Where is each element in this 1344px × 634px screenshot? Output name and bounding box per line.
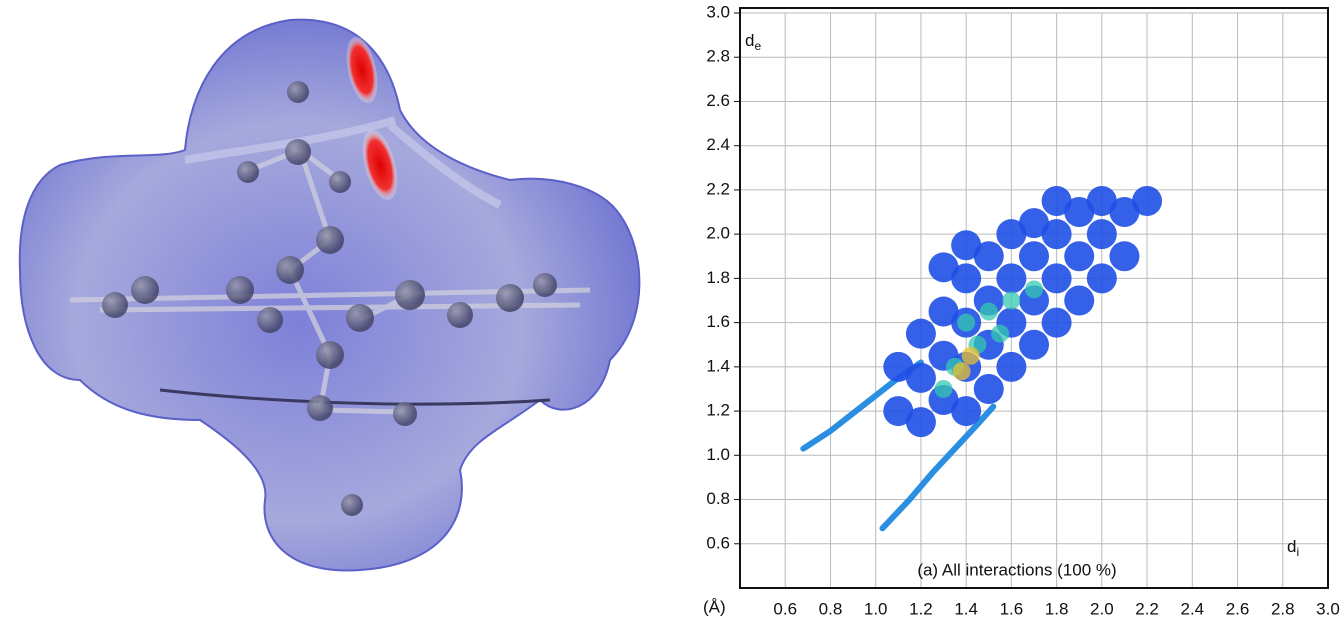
- point: [1019, 329, 1049, 360]
- x-label-main: d: [1287, 537, 1296, 556]
- point: [1041, 307, 1072, 338]
- x-tick-label: 2.8: [1271, 599, 1295, 618]
- point: [996, 219, 1027, 250]
- x-tick-label: 1.6: [1000, 599, 1024, 618]
- point: [1002, 291, 1021, 310]
- point: [951, 396, 982, 427]
- point: [1086, 219, 1117, 250]
- caption: (a) All interactions (100 %): [917, 560, 1116, 579]
- point: [1086, 185, 1117, 216]
- y-tick-label: 1.0: [706, 445, 730, 464]
- x-axis-label: di: [1287, 537, 1299, 559]
- y-tick-label: 1.8: [706, 268, 730, 287]
- point: [905, 407, 936, 438]
- y-tick-label: 1.4: [706, 356, 730, 375]
- x-tick-label: 1.2: [909, 599, 933, 618]
- point: [991, 324, 1010, 343]
- y-tick-label: 2.6: [706, 91, 730, 110]
- fingerprint-plot: 0.6 0.8 1.0 1.2 1.4 1.6 1.8 2.0 2.2 2.4 2.6 2.8 3.0 0…: [706, 2, 1339, 618]
- point: [1109, 241, 1140, 272]
- point: [1132, 185, 1163, 216]
- point: [951, 230, 982, 261]
- point: [883, 351, 914, 382]
- x-label-sub: i: [1296, 545, 1299, 559]
- x-tick-label: 1.4: [954, 599, 978, 618]
- x-tick-label: 0.6: [773, 599, 797, 618]
- point: [951, 263, 982, 294]
- point: [973, 373, 1004, 404]
- point: [961, 346, 980, 365]
- point: [979, 302, 998, 321]
- y-tick-label: 2.0: [706, 224, 730, 243]
- hirshfeld-surface: [18, 18, 641, 572]
- x-tick-label: 2.2: [1135, 599, 1159, 618]
- point: [1019, 208, 1049, 239]
- point: [952, 362, 971, 381]
- x-tick-label: 1.0: [864, 599, 888, 618]
- unit-label: (Å): [703, 597, 726, 616]
- point: [928, 296, 959, 327]
- y-tick-label: 0.8: [706, 489, 730, 508]
- x-tick-label: 2.6: [1226, 599, 1250, 618]
- point: [1041, 263, 1072, 294]
- point: [957, 313, 976, 332]
- point: [934, 379, 953, 398]
- surface-edge: [159, 388, 551, 406]
- point: [1086, 263, 1117, 294]
- point: [1064, 241, 1095, 272]
- y-tick-label: 1.6: [706, 312, 730, 331]
- y-tick-label: 3.0: [706, 2, 730, 21]
- close-contact: [362, 130, 398, 200]
- x-tick-label: 3.0: [1316, 599, 1340, 618]
- y-tick-label: 2.8: [706, 47, 730, 66]
- x-tick-label: 0.8: [819, 599, 843, 618]
- y-tick-label: 1.2: [706, 401, 730, 420]
- point: [905, 318, 936, 349]
- point: [973, 241, 1004, 272]
- point: [905, 362, 936, 393]
- x-tick-label: 1.8: [1045, 599, 1069, 618]
- point: [996, 351, 1027, 382]
- y-label-sub: e: [754, 39, 761, 53]
- spike: [879, 403, 997, 532]
- x-tick-label: 2.0: [1090, 599, 1114, 618]
- x-tick-label: 2.4: [1180, 599, 1204, 618]
- point: [1041, 219, 1072, 250]
- point: [883, 396, 914, 427]
- point: [1041, 185, 1072, 216]
- point: [928, 252, 959, 283]
- y-label-main: d: [745, 31, 754, 50]
- point: [1064, 197, 1095, 228]
- surface-fold: [184, 116, 502, 209]
- plot-frame: [739, 7, 1329, 589]
- point: [1109, 197, 1140, 228]
- y-tick-label: 0.6: [706, 533, 730, 552]
- atoms: [102, 81, 557, 516]
- point: [1025, 280, 1043, 299]
- close-contact: [346, 36, 378, 104]
- y-tick-label: 2.4: [706, 135, 730, 154]
- point: [1064, 285, 1095, 316]
- point: [1019, 241, 1049, 272]
- y-axis-label: de: [745, 31, 761, 53]
- point: [996, 263, 1027, 294]
- y-tick-label: 2.2: [706, 179, 730, 198]
